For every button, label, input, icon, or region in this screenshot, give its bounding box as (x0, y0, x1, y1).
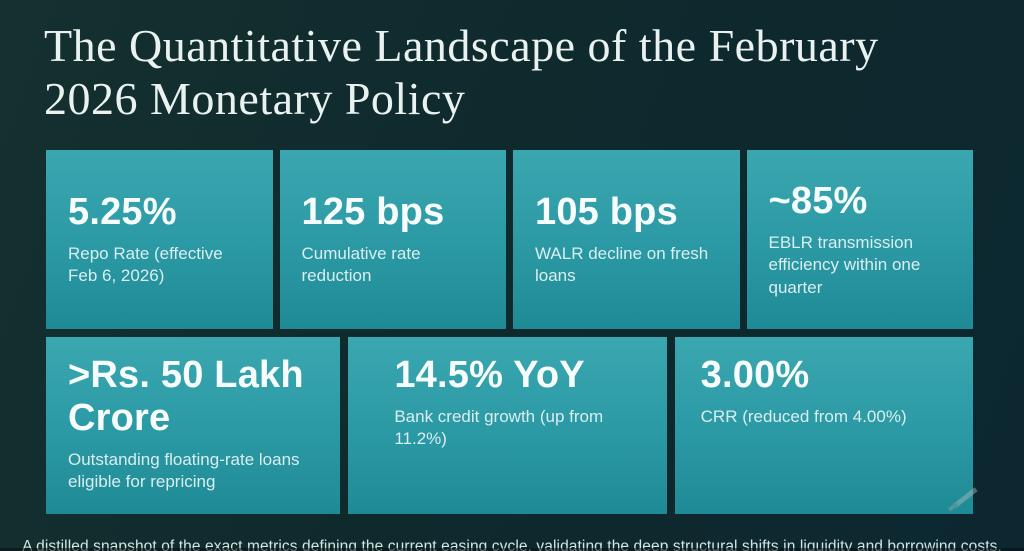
stat-label: Repo Rate (effective Feb 6, 2026) (68, 244, 223, 286)
stat-card-credit-growth: 14.5% YoY Bank credit growth (up from 11… (348, 337, 667, 514)
stat-label: CRR (reduced from 4.00%) (700, 406, 907, 426)
stat-card-crr: 3.00% CRR (reduced from 4.00%) (674, 337, 973, 514)
stat-card-rate-reduction: 125 bps Cumulative rate reduction (279, 150, 506, 329)
stat-value: 3.00% (700, 354, 810, 396)
stat-value: 125 bps (301, 191, 445, 234)
bottom-edge-strip (0, 548, 1024, 551)
stat-value: >Rs. 50 Lakh Crore (68, 354, 304, 439)
footer-caption: A distilled snapshot of the exact metric… (22, 538, 1002, 551)
stat-card-floating-rate-loans: >Rs. 50 Lakh Crore Outstanding floating-… (46, 337, 341, 514)
stat-card-row-bottom: >Rs. 50 Lakh Crore Outstanding floating-… (46, 337, 973, 514)
stat-value: 105 bps (535, 191, 678, 234)
stat-value: ~85% (768, 180, 868, 223)
stat-card-repo-rate: 5.25% Repo Rate (effective Feb 6, 2026) (46, 150, 273, 329)
stat-card-eblr-transmission: ~85% EBLR transmission efficiency within… (746, 150, 973, 329)
stat-card-walr-decline: 105 bps WALR decline on fresh loans (513, 150, 740, 329)
stat-label: Cumulative rate reduction (301, 244, 421, 286)
stat-label: Outstanding floating-rate loans eligible… (68, 449, 300, 492)
stat-label: WALR decline on fresh loans (535, 244, 709, 286)
stat-card-row-top: 5.25% Repo Rate (effective Feb 6, 2026) … (46, 150, 973, 329)
stat-value: 14.5% YoY (394, 354, 585, 396)
page-title: The Quantitative Landscape of the Februa… (44, 20, 879, 124)
stat-label: EBLR transmission efficiency within one … (768, 233, 921, 297)
stat-value: 5.25% (68, 191, 177, 234)
stat-label: Bank credit growth (up from 11.2%) (394, 406, 604, 449)
